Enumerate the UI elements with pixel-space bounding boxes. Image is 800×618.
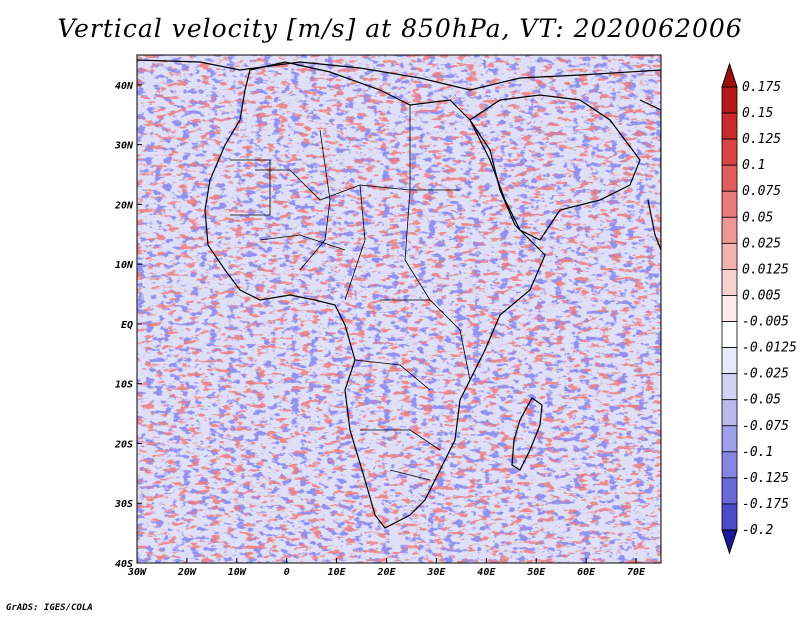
coastlines xyxy=(137,59,661,529)
plot-frame xyxy=(136,54,662,564)
x-tick-label: 40E xyxy=(477,567,496,578)
y-tick-label: 10N xyxy=(115,260,134,271)
colorbar-swatch xyxy=(721,112,738,140)
colorbar-label: 0.075 xyxy=(742,184,781,199)
colorbar-bottom-arrow xyxy=(721,529,738,555)
y-tick-label: 10S xyxy=(115,380,133,391)
y-tick-label: 30N xyxy=(114,141,134,152)
x-tick-label: 30E xyxy=(426,567,446,578)
india-coastline xyxy=(639,99,661,251)
map-title: Vertical velocity [m/s] at 850hPa, VT: 2… xyxy=(57,14,743,43)
europe-coastline xyxy=(137,59,661,91)
colorbar-swatch xyxy=(721,138,738,166)
colorbar-swatch xyxy=(721,216,738,244)
colorbar-top-arrow xyxy=(721,62,738,88)
colorbar-label: -0.005 xyxy=(742,315,789,330)
plot-area xyxy=(137,55,661,563)
x-tick-label: 30W xyxy=(127,567,147,578)
colorbar-swatch xyxy=(721,269,738,296)
colorbar-label: 0.15 xyxy=(742,106,773,121)
madagascar-coastline xyxy=(511,397,543,471)
colorbar-swatch xyxy=(721,190,738,218)
x-tick-label: 20E xyxy=(376,567,396,578)
colorbar-label: -0.075 xyxy=(742,419,789,434)
y-tick-label: 20S xyxy=(114,439,133,450)
colorbar-label: -0.2 xyxy=(742,523,773,538)
colorbar-label: 0.005 xyxy=(742,288,781,303)
arabia-coastline xyxy=(469,94,641,241)
colorbar-label: 0.1 xyxy=(742,158,765,173)
colorbar-label: 0.125 xyxy=(742,132,781,147)
colorbar-label: -0.125 xyxy=(742,471,789,486)
x-tick-label: 60E xyxy=(577,567,596,578)
colorbar-label: -0.025 xyxy=(742,367,789,382)
colorbar-label: -0.175 xyxy=(742,497,789,512)
colorbar: 0.175 0.15 0.125 0.1 0.075 0.05 0.025 0.0125 0.0… xyxy=(721,62,797,555)
colorbar-label: 0.175 xyxy=(742,80,781,95)
colorbar-swatch xyxy=(721,164,738,192)
x-axis: 30W 20W 10W 0 10E 20E 30E 40E 50E 60E 70E xyxy=(127,558,646,578)
grads-credit: GrADS: IGES/COLA xyxy=(6,603,93,613)
x-tick-label: 20W xyxy=(177,567,197,578)
colorbar-swatch xyxy=(721,503,738,531)
colorbar-swatch xyxy=(721,399,738,427)
x-tick-label: 70E xyxy=(627,567,646,578)
colorbar-swatch xyxy=(721,321,738,348)
x-tick-label: 10W xyxy=(228,567,247,578)
colorbar-swatch xyxy=(721,86,738,114)
colorbar-swatch xyxy=(721,425,738,453)
colorbar-swatch xyxy=(721,295,738,322)
colorbar-label: -0.05 xyxy=(742,393,781,408)
colorbar-swatch xyxy=(721,477,738,505)
y-tick-label: EQ xyxy=(121,320,133,331)
country-borders xyxy=(230,105,471,481)
colorbar-label: 0.0125 xyxy=(742,262,789,277)
y-tick-label: 40S xyxy=(115,559,133,570)
colorbar-label: 0.05 xyxy=(742,210,773,225)
y-tick-label: 20N xyxy=(114,200,134,211)
colorbar-label: 0.025 xyxy=(742,236,781,251)
x-tick-label: 10E xyxy=(328,567,347,578)
colorbar-swatch xyxy=(721,347,738,375)
colorbar-label: -0.1 xyxy=(742,445,773,460)
y-tick-label: 40N xyxy=(115,81,134,92)
colorbar-swatch xyxy=(721,451,738,479)
y-axis: 40N 30N 20N 10N EQ 10S 20S 30S 40S xyxy=(114,81,142,570)
africa-coastline xyxy=(204,61,546,529)
field-upward-motion xyxy=(137,55,661,563)
colorbar-swatch xyxy=(721,242,738,270)
x-tick-label: 50E xyxy=(527,567,546,578)
colorbar-swatch xyxy=(721,373,738,401)
x-tick-label: 0 xyxy=(284,567,290,578)
y-tick-label: 30S xyxy=(114,499,133,510)
colorbar-label: -0.0125 xyxy=(742,341,797,356)
